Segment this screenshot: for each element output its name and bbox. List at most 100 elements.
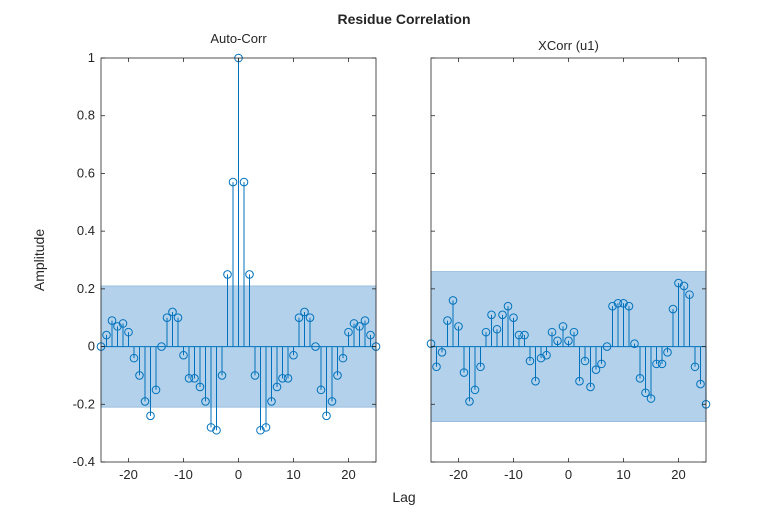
stem-marker: [509, 313, 518, 323]
stem-marker: [173, 313, 183, 323]
stem-marker: [569, 327, 579, 337]
stem-marker: [289, 350, 298, 360]
stem-marker: [338, 353, 348, 363]
stem-marker: [443, 316, 452, 325]
stem-marker: [641, 388, 650, 398]
x-tick-label: 10: [286, 467, 300, 482]
stem-marker: [157, 342, 166, 351]
stem-marker: [602, 342, 612, 351]
stem-marker: [322, 411, 331, 421]
stem-marker: [333, 371, 342, 380]
y-tick-label: 0.6: [77, 165, 95, 180]
stem-marker: [591, 365, 601, 374]
panel-title: XCorr (u1): [538, 38, 599, 53]
stem-marker: [223, 270, 232, 279]
stem-marker: [580, 356, 590, 366]
stem-marker: [206, 423, 216, 432]
stem-marker: [162, 313, 172, 323]
stem-marker: [118, 319, 128, 328]
stem-marker: [520, 330, 529, 340]
stem-marker: [437, 348, 447, 357]
stem-marker: [366, 330, 375, 340]
stem-marker: [239, 177, 249, 187]
stem-marker: [657, 359, 667, 369]
y-tick-label: -0.4: [73, 454, 95, 469]
stem-marker: [327, 397, 337, 406]
stem-marker: [228, 177, 238, 187]
y-tick-label: -0.2: [73, 396, 95, 411]
stem-marker: [459, 368, 469, 377]
x-tick-label: 20: [341, 467, 355, 482]
stem-marker: [481, 327, 491, 337]
x-tick-label: 10: [616, 467, 630, 482]
stem-marker: [250, 371, 260, 380]
stem-marker: [553, 336, 562, 346]
stem-marker: [575, 376, 584, 386]
x-tick-label: 0: [235, 467, 242, 482]
stem-marker: [454, 322, 463, 331]
x-tick-label: 0: [565, 467, 572, 482]
stem-marker: [135, 371, 144, 380]
stem-marker: [690, 362, 700, 372]
stem-marker: [663, 348, 672, 357]
stem-marker: [674, 278, 683, 288]
stem-marker: [476, 362, 485, 372]
stem-marker: [503, 301, 513, 311]
stem-marker: [630, 339, 639, 348]
stem-marker: [542, 350, 551, 360]
stem-marker: [465, 397, 474, 406]
stem-marker: [349, 319, 359, 328]
stem-marker: [597, 359, 606, 369]
x-tick-label: 20: [671, 467, 685, 482]
stem-marker: [311, 342, 320, 351]
stem-marker: [646, 394, 656, 403]
stem-marker: [294, 313, 304, 323]
stem-marker: [256, 425, 265, 435]
x-tick-label: -10: [174, 467, 193, 482]
stem-marker: [195, 382, 205, 392]
stem-marker: [679, 281, 689, 291]
panels: -0.4 -0.2 0 0.2 0.4 0.6 0.8 1 -20 -10 0 10 20 Auto-Co…: [73, 31, 711, 482]
stem-marker: [267, 397, 276, 406]
stem-marker: [525, 356, 535, 366]
stem-marker: [151, 385, 161, 395]
stem-marker: [184, 374, 194, 383]
stem-marker: [261, 423, 271, 432]
panel-title: Auto-Corr: [210, 31, 267, 46]
stem-marker: [129, 353, 139, 363]
stem-marker: [179, 350, 188, 360]
stem-marker: [355, 322, 364, 331]
chart-panel-2: -20 -10 0 10 20 XCorr (u1): [426, 38, 711, 482]
stem-marker: [470, 385, 480, 395]
figure-title: Residue Correlation: [337, 11, 470, 27]
stem-marker: [531, 376, 540, 386]
stem-marker: [558, 322, 568, 331]
stem-marker: [107, 316, 117, 325]
stem-marker: [635, 374, 645, 383]
figure-ylabel: Amplitude: [31, 229, 47, 291]
x-tick-label: -20: [119, 467, 138, 482]
stem-marker: [201, 397, 210, 406]
stem-marker: [498, 310, 507, 320]
stem-marker: [113, 322, 122, 331]
stem-marker: [514, 330, 524, 340]
stem-marker: [652, 359, 661, 369]
stem-marker: [190, 374, 199, 383]
stem-marker: [547, 327, 557, 337]
stem-marker: [613, 298, 623, 308]
stem-marker: [564, 336, 573, 346]
stem-marker: [536, 353, 546, 363]
stem-marker: [278, 374, 287, 383]
y-tick-label: 1: [88, 50, 95, 65]
stem-marker: [305, 313, 315, 323]
y-tick-label: 0.4: [77, 223, 95, 238]
stem-marker: [212, 425, 221, 435]
stem-marker: [696, 379, 705, 389]
stem-marker: [624, 301, 634, 311]
stem-marker: [668, 304, 678, 314]
stem-marker: [272, 382, 282, 392]
stem-marker: [283, 374, 293, 383]
stem-marker: [300, 307, 309, 317]
stem-marker: [360, 316, 370, 325]
